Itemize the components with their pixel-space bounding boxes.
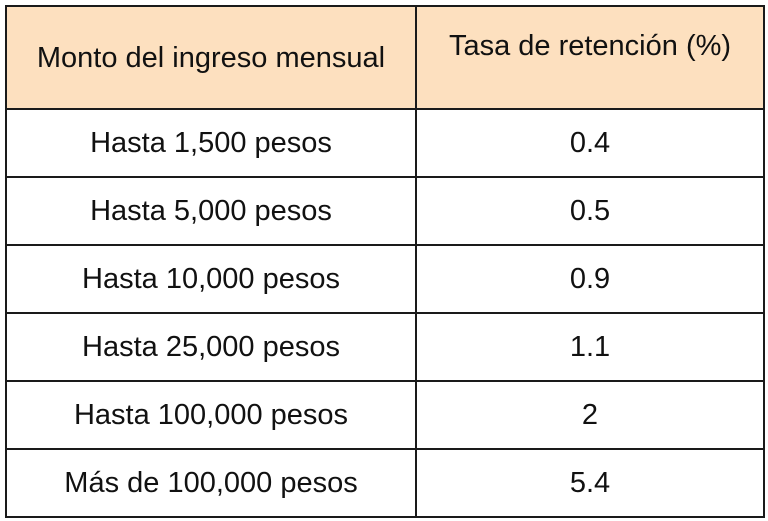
rate-cell: 0.4 bbox=[415, 108, 765, 178]
rate-cell: 2 bbox=[415, 380, 765, 450]
income-range-cell: Más de 100,000 pesos bbox=[5, 448, 417, 518]
table-row: Hasta 10,000 pesos 0.9 bbox=[5, 244, 765, 314]
table-row: Más de 100,000 pesos 5.4 bbox=[5, 448, 765, 518]
table-row: Hasta 100,000 pesos 2 bbox=[5, 380, 765, 450]
retention-rate-table: Monto del ingreso mensual Tasa de retenc… bbox=[5, 5, 765, 518]
header-retention-rate: Tasa de retención (%) bbox=[415, 5, 765, 110]
income-range-cell: Hasta 10,000 pesos bbox=[5, 244, 417, 314]
header-income-amount: Monto del ingreso mensual bbox=[5, 5, 417, 110]
income-range-cell: Hasta 100,000 pesos bbox=[5, 380, 417, 450]
table-row: Hasta 25,000 pesos 1.1 bbox=[5, 312, 765, 382]
table-row: Hasta 5,000 pesos 0.5 bbox=[5, 176, 765, 246]
header-row: Monto del ingreso mensual Tasa de retenc… bbox=[5, 5, 765, 110]
table-body: Hasta 1,500 pesos 0.4 Hasta 5,000 pesos … bbox=[5, 108, 765, 518]
income-range-cell: Hasta 1,500 pesos bbox=[5, 108, 417, 178]
rate-cell: 5.4 bbox=[415, 448, 765, 518]
income-range-cell: Hasta 25,000 pesos bbox=[5, 312, 417, 382]
table-row: Hasta 1,500 pesos 0.4 bbox=[5, 108, 765, 178]
rate-cell: 1.1 bbox=[415, 312, 765, 382]
rate-cell: 0.9 bbox=[415, 244, 765, 314]
table-header: Monto del ingreso mensual Tasa de retenc… bbox=[5, 5, 765, 110]
income-range-cell: Hasta 5,000 pesos bbox=[5, 176, 417, 246]
rate-cell: 0.5 bbox=[415, 176, 765, 246]
